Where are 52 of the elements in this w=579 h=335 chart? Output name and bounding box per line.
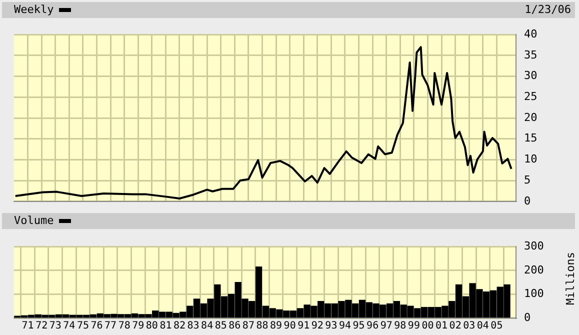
x-tick-label: 97 — [380, 320, 392, 332]
x-tick-label: 03 — [463, 320, 476, 332]
y-tick-label: 200 — [524, 263, 544, 276]
y-tick-label: 20 — [524, 110, 538, 124]
y-tick-label: 5 — [524, 173, 531, 186]
x-tick-label: 79 — [132, 320, 144, 332]
x-tick-label: 84 — [201, 320, 214, 332]
chart-title: Volume — [14, 213, 55, 229]
x-tick-label: 82 — [173, 320, 186, 332]
x-tick-label: 95 — [352, 320, 365, 332]
x-tick-label: 98 — [394, 320, 406, 332]
x-tick-label: 05 — [490, 320, 503, 332]
x-tick-label: 89 — [270, 320, 282, 332]
x-tick-label: 76 — [90, 320, 103, 332]
y-tick-label: 0 — [524, 310, 531, 324]
y-tick-label: 0 — [524, 194, 531, 208]
y-tick-label: 30 — [524, 69, 538, 82]
x-tick-label: 91 — [298, 320, 310, 332]
x-tick-label: 77 — [104, 320, 117, 332]
x-tick-label: 87 — [242, 320, 254, 332]
x-tick-label: 73 — [49, 320, 62, 332]
x-tick-label: 90 — [284, 320, 296, 332]
x-tick-label: 80 — [146, 320, 158, 332]
x-tick-label: 96 — [366, 320, 379, 332]
x-tick-label: 81 — [160, 320, 172, 332]
x-tick-label: 75 — [76, 320, 89, 332]
y-tick-label: 100 — [524, 287, 544, 300]
y-tick-label: 10 — [524, 152, 538, 166]
x-tick-label: 71 — [22, 320, 34, 332]
x-tick-label: 85 — [214, 320, 227, 332]
y-tick-label: 300 — [524, 239, 544, 252]
x-tick-label: 93 — [325, 320, 338, 332]
x-tick-label: 01 — [436, 320, 448, 332]
x-tick-label: 72 — [36, 320, 48, 332]
x-tick-label: 78 — [118, 320, 130, 332]
y-tick-label: 40 — [524, 27, 538, 40]
x-tick-label: 00 — [422, 320, 434, 332]
text: 1/23/06 — [524, 2, 571, 18]
y-axis-title: Millions — [564, 252, 577, 305]
x-tick-label: 86 — [228, 320, 241, 332]
y-tick-label: 35 — [524, 48, 538, 62]
x-tick-label: 99 — [408, 320, 420, 332]
x-tick-label: 04 — [476, 320, 489, 332]
x-tick-label: 83 — [187, 320, 200, 332]
y-tick-label: 15 — [524, 132, 538, 145]
x-tick-label: 74 — [63, 320, 76, 332]
x-tick-label: 02 — [449, 320, 462, 332]
y-tick-label: 25 — [524, 90, 538, 104]
x-tick-label: 92 — [311, 320, 324, 332]
x-tick-label: 94 — [338, 320, 352, 332]
chart-title: Weekly — [14, 2, 55, 18]
x-tick-label: 88 — [256, 320, 268, 332]
